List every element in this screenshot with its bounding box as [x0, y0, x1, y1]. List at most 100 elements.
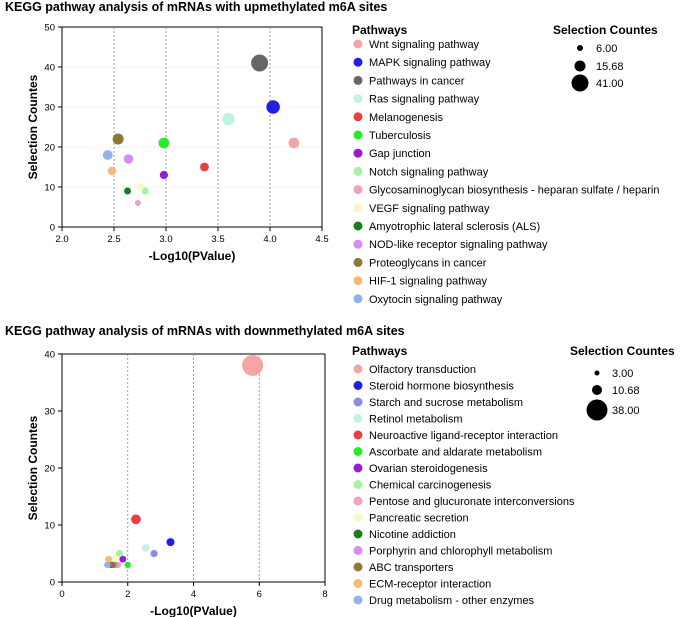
chart1-legend-label: Oxytocin signaling pathway: [369, 294, 503, 306]
chart2-legend-marker: [353, 562, 363, 572]
chart2-data-point: [124, 561, 131, 569]
chart1-data-point: [200, 162, 209, 172]
chart1-legend-label: NOD-like receptor signaling pathway: [369, 239, 548, 251]
chart1-legend-marker: [353, 148, 363, 158]
chart1-data-point: [134, 200, 141, 206]
chart2-x-tick-label: 2: [125, 589, 130, 600]
chart2-legend-label: Steroid hormone biosynthesis: [369, 381, 514, 393]
chart1-size-legend-marker: [574, 60, 586, 72]
chart2-legend-label: Drug metabolism - other enzymes: [369, 595, 535, 607]
chart1-legend-label: VEGF signaling pathway: [369, 203, 490, 215]
chart2-data-point: [115, 549, 124, 558]
chart2-legend-label: Porphyrin and chlorophyll metabolism: [369, 546, 552, 558]
chart1-y-axis-title: Selection Countes: [26, 74, 40, 179]
chart1-data-point: [102, 150, 113, 160]
chart2-legend-label: Neuroactive ligand-receptor interaction: [369, 430, 558, 442]
chart1-size-legend-title: Selection Countes: [553, 23, 658, 37]
chart2-legend-marker: [353, 595, 363, 605]
chart2-legend-label: Olfactory transduction: [369, 364, 476, 376]
chart1-legend-label: Wnt signaling pathway: [369, 39, 480, 51]
chart2-legend-marker: [353, 397, 363, 407]
chart1-legend-label: MAPK signaling pathway: [369, 57, 491, 69]
chart1-plot-area: [61, 26, 323, 228]
chart2-y-tick-label: 20: [44, 464, 55, 475]
chart2-size-legend-marker: [586, 399, 608, 421]
chart1-legend-label: Glycosaminoglycan biosynthesis - heparan…: [369, 185, 659, 197]
chart2-y-tick-label: 0: [50, 578, 55, 589]
chart1-x-tick-label: 2.5: [107, 234, 120, 245]
chart2-x-tick-label: 8: [322, 589, 327, 600]
chart2-x-tick-label: 4: [191, 589, 196, 600]
chart2-data-point: [166, 538, 175, 547]
chart1-data-point: [158, 137, 170, 149]
chart2-legend-marker: [353, 546, 363, 555]
chart2-data-point: [142, 543, 150, 552]
chart1-legend-marker: [353, 276, 363, 286]
chart1-legend-marker: [353, 112, 363, 122]
chart2-legend-marker: [353, 529, 363, 539]
chart1-legend-label: Ras signaling pathway: [369, 94, 480, 106]
chart1-size-legend-marker: [571, 74, 589, 92]
chart1-legend-marker: [353, 221, 363, 231]
chart1-data-point: [141, 187, 149, 195]
chart2-legend-marker: [353, 447, 363, 456]
chart1-legend-marker: [353, 39, 363, 49]
chart1-x-tick-label: 3.5: [211, 234, 224, 245]
chart1-x-tick-label: 4.0: [263, 234, 276, 245]
chart1-legend-label: Pathways in cancer: [369, 75, 465, 87]
chart2-legend-marker: [353, 364, 363, 374]
chart2-legend-marker: [353, 513, 363, 522]
chart1-y-tick-label: 50: [44, 23, 55, 34]
chart2-size-legend-label: 10.68: [612, 385, 640, 397]
chart1-legend-label: Gap junction: [369, 148, 431, 160]
chart2-legend-label: Nicotine addiction: [369, 529, 456, 541]
chart2-data-point: [104, 561, 111, 569]
chart2-x-axis-title: -Log10(PValue): [150, 604, 237, 617]
chart2-legend-label: Starch and sucrose metabolism: [369, 397, 523, 409]
chart1-x-tick-label: 4.5: [315, 234, 328, 245]
chart2-size-legend-marker: [592, 385, 602, 395]
chart1-x-tick-label: 2.0: [55, 234, 68, 245]
chart1-legend-marker: [353, 294, 363, 304]
chart1-data-point: [123, 154, 134, 164]
chart1-legend-marker: [353, 57, 363, 67]
chart2-data-point: [109, 561, 117, 569]
chart2-legend-marker: [353, 496, 363, 506]
chart1-size-legend-label: 6.00: [596, 43, 617, 55]
chart1-legend-marker: [353, 185, 363, 195]
chart2-x-tick-label: 6: [257, 589, 262, 600]
chart1-size-legend-label: 41.00: [596, 78, 624, 90]
chart2-y-tick-label: 10: [44, 521, 55, 532]
chart2-title: KEGG pathway analysis of mRNAs with down…: [5, 324, 405, 338]
chart1-size-legend-marker: [577, 45, 583, 51]
chart2-legend-label: ECM-receptor interaction: [369, 579, 491, 591]
chart2-legend-marker: [353, 463, 363, 473]
chart2-legend-marker: [353, 579, 363, 588]
chart1-data-point: [159, 170, 169, 180]
chart1-legend-label: Notch signaling pathway: [369, 166, 489, 178]
chart1-data-point: [251, 54, 269, 72]
chart2-legend-marker: [353, 430, 363, 440]
chart1-legend-label: Proteoglycans in cancer: [369, 257, 487, 269]
chart1-legend-marker: [353, 257, 363, 267]
chart2-legend-label: Pancreatic secretion: [369, 513, 469, 525]
chart1-legend-label: Melanogenesis: [369, 112, 443, 124]
chart1-legend-title: Pathways: [352, 23, 408, 37]
chart2-data-point: [131, 514, 141, 525]
chart2-size-legend-label: 38.00: [612, 405, 640, 417]
chart2-size-legend-marker: [594, 370, 600, 376]
chart1-legend-marker: [353, 130, 363, 140]
chart1-data-point: [112, 133, 124, 145]
chart1-data-point: [107, 166, 117, 176]
chart1-legend-marker: [353, 94, 363, 104]
chart2-size-legend-label: 3.00: [612, 368, 633, 380]
chart2-legend-title: Pathways: [352, 344, 408, 358]
chart2-legend-marker: [353, 381, 363, 390]
chart1-x-axis-title: -Log10(PValue): [149, 249, 236, 263]
chart2-y-axis-title: Selection Countes: [26, 415, 40, 520]
chart2-legend-label: Ascorbate and aldarate metabolism: [369, 447, 542, 459]
chart1-y-tick-label: 10: [44, 183, 55, 194]
chart1-y-tick-label: 30: [44, 103, 55, 114]
chart2-legend-marker: [353, 414, 363, 423]
chart2-data-point: [150, 549, 158, 558]
